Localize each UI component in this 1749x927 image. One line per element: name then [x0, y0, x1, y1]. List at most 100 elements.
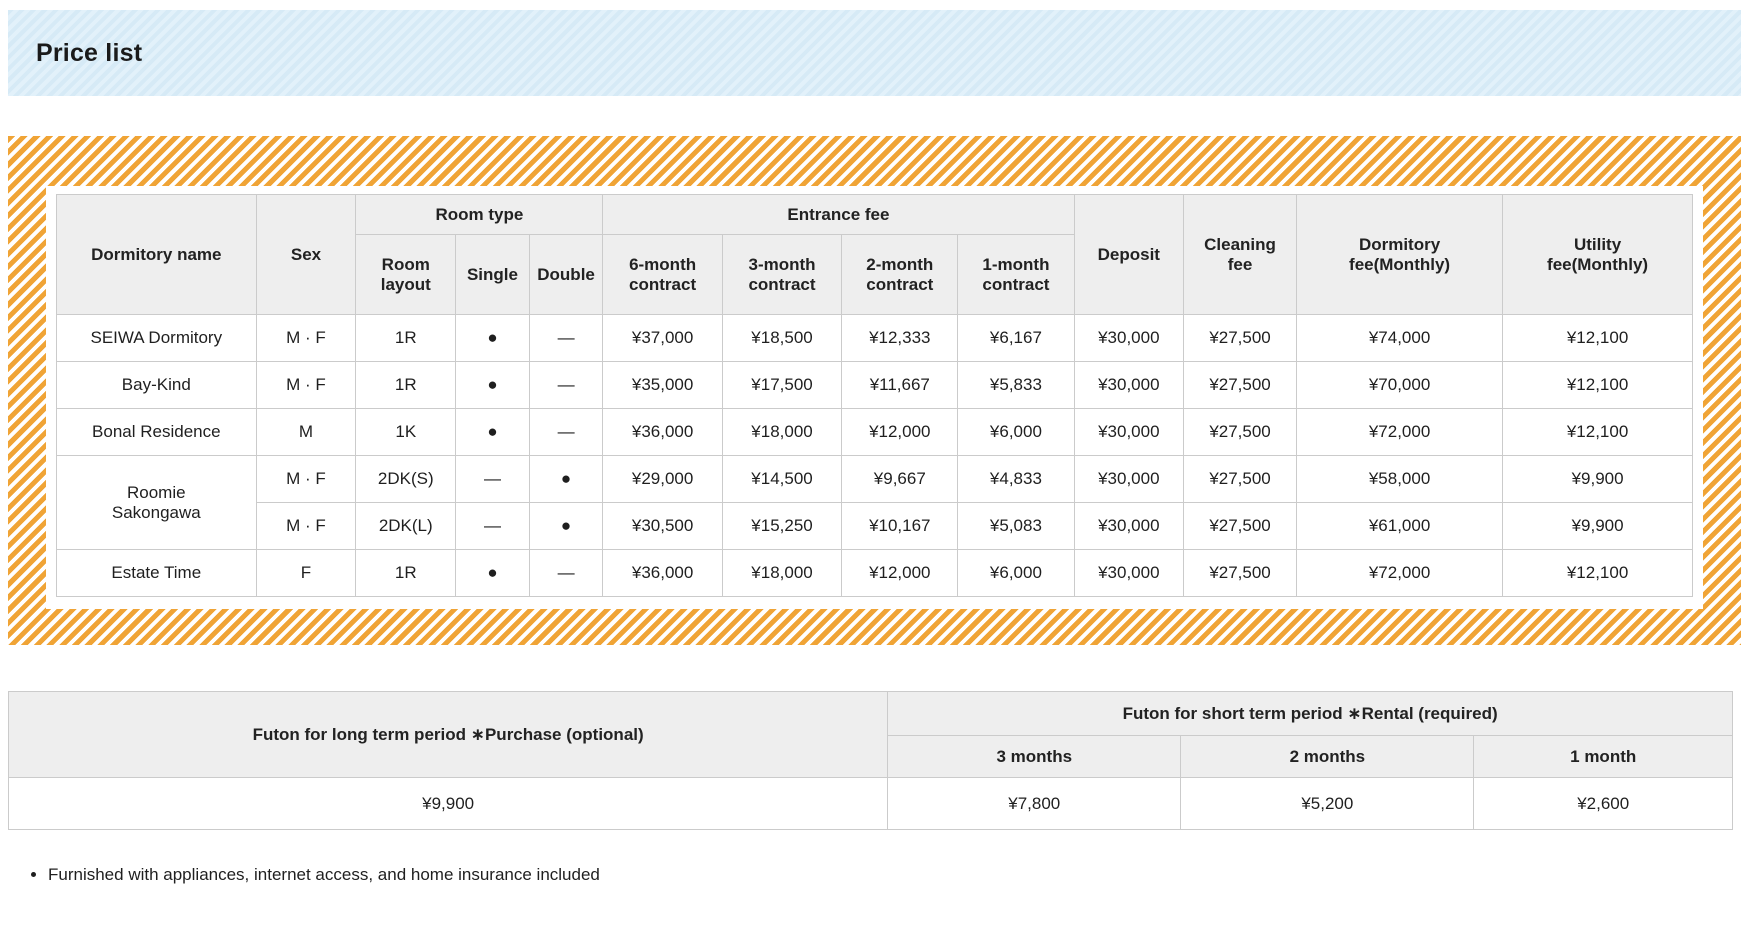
double-cell: ●: [528, 502, 604, 550]
note-item: Furnished with appliances, internet acce…: [48, 864, 1749, 887]
contract-2m-cell: ¥9,667: [841, 455, 959, 503]
col-header-2-month-contract: 2-month contract: [841, 234, 959, 315]
price-row-estate-time: Estate Time F 1R ● — ¥36,000 ¥18,000 ¥12…: [56, 549, 1693, 597]
sex-cell: M: [255, 408, 357, 456]
contract-3m-cell: ¥18,500: [721, 314, 843, 362]
futon-header-row-1: Futon for long term period ∗Purchase (op…: [7, 691, 1733, 778]
deposit-cell: ¥30,000: [1073, 455, 1185, 503]
futon-period-2-months: 2 months: [1180, 735, 1475, 778]
contract-6m-cell: ¥36,000: [602, 408, 723, 456]
single-cell: ●: [455, 549, 530, 597]
utility-fee-cell: ¥12,100: [1502, 314, 1693, 362]
notes-list: Furnished with appliances, internet acce…: [48, 864, 1749, 887]
room-layout-cell: 2DK(S): [355, 455, 457, 503]
futon-1-month-price-cell: ¥2,600: [1473, 777, 1733, 830]
double-cell: —: [528, 408, 604, 456]
price-table-hatched-frame: Dormitory name Sex Room type Entrance fe…: [8, 136, 1741, 645]
futon-2-month-price-cell: ¥5,200: [1180, 777, 1475, 830]
futon-long-term-price-cell: ¥9,900: [7, 777, 889, 830]
contract-2m-cell: ¥11,667: [841, 361, 959, 409]
dormitory-fee-cell: ¥70,000: [1295, 361, 1504, 409]
deposit-cell: ¥30,000: [1073, 549, 1185, 597]
col-header-6-month-contract: 6-month contract: [602, 234, 723, 315]
price-row-roomie-2dks: Roomie Sakongawa M · F 2DK(S) — ● ¥29,00…: [56, 455, 1693, 550]
contract-3m-cell: ¥18,000: [721, 549, 843, 597]
col-header-sex: Sex: [255, 194, 357, 315]
col-group-header-entrance-fee: Entrance fee: [602, 194, 1075, 235]
futon-price-row: ¥9,900 ¥7,800 ¥5,200 ¥2,600: [7, 777, 1733, 830]
room-layout-cell: 2DK(L): [355, 502, 457, 550]
deposit-cell: ¥30,000: [1073, 314, 1185, 362]
futon-3-month-price-cell: ¥7,800: [887, 777, 1182, 830]
col-header-room-layout: Room layout: [355, 234, 457, 315]
cleaning-fee-cell: ¥27,500: [1183, 408, 1297, 456]
contract-1m-cell: ¥6,000: [957, 408, 1075, 456]
col-header-1-month-contract: 1-month contract: [957, 234, 1075, 315]
contract-6m-cell: ¥36,000: [602, 549, 723, 597]
dormitory-name-cell: Estate Time: [56, 549, 257, 597]
contract-1m-cell: ¥6,167: [957, 314, 1075, 362]
sex-cell: M · F: [255, 314, 357, 362]
contract-2m-cell: ¥10,167: [841, 502, 959, 550]
double-cell: —: [528, 549, 604, 597]
double-cell: —: [528, 361, 604, 409]
contract-6m-cell: ¥30,500: [602, 502, 723, 550]
sex-cell: F: [255, 549, 357, 597]
col-header-3-month-contract: 3-month contract: [721, 234, 843, 315]
contract-1m-cell: ¥4,833: [957, 455, 1075, 503]
contract-6m-cell: ¥35,000: [602, 361, 723, 409]
futon-period-1-month: 1 month: [1473, 735, 1733, 778]
price-row-bay-kind: Bay-Kind M · F 1R ● — ¥35,000 ¥17,500 ¥1…: [56, 361, 1693, 409]
contract-2m-cell: ¥12,000: [841, 408, 959, 456]
utility-fee-cell: ¥9,900: [1502, 502, 1693, 550]
col-header-dormitory-fee: Dormitory fee(Monthly): [1295, 194, 1504, 315]
dormitory-name-cell: Bay-Kind: [56, 361, 257, 409]
sex-cell: M · F: [255, 361, 357, 409]
price-table-header-row-2: Room layout Single Double 6-month contra…: [57, 234, 1693, 315]
utility-fee-cell: ¥9,900: [1502, 455, 1693, 503]
contract-1m-cell: ¥5,833: [957, 361, 1075, 409]
contract-3m-cell: ¥18,000: [721, 408, 843, 456]
contract-3m-cell: ¥14,500: [721, 455, 843, 503]
single-cell: —: [455, 502, 530, 550]
col-header-utility-fee: Utility fee(Monthly): [1502, 194, 1693, 315]
contract-3m-cell: ¥15,250: [721, 502, 843, 550]
cleaning-fee-cell: ¥27,500: [1183, 314, 1297, 362]
col-header-single: Single: [455, 234, 530, 315]
page: Price list Dormitory name Sex Room type …: [0, 10, 1749, 887]
deposit-cell: ¥30,000: [1073, 361, 1185, 409]
price-row-seiwa: SEIWA Dormitory M · F 1R ● — ¥37,000 ¥18…: [56, 314, 1693, 362]
price-table-wrap: Dormitory name Sex Room type Entrance fe…: [46, 186, 1703, 609]
utility-fee-cell: ¥12,100: [1502, 408, 1693, 456]
deposit-cell: ¥30,000: [1073, 502, 1185, 550]
col-header-deposit: Deposit: [1073, 194, 1185, 315]
dormitory-fee-cell: ¥72,000: [1295, 408, 1504, 456]
futon-header-row-2: 3 months 2 months 1 month: [9, 735, 1733, 778]
col-header-double: Double: [528, 234, 604, 315]
single-cell: ●: [455, 314, 530, 362]
room-layout-cell: 1R: [355, 361, 457, 409]
deposit-cell: ¥30,000: [1073, 408, 1185, 456]
contract-2m-cell: ¥12,333: [841, 314, 959, 362]
cleaning-fee-cell: ¥27,500: [1183, 549, 1297, 597]
single-cell: ●: [455, 408, 530, 456]
cleaning-fee-cell: ¥27,500: [1183, 502, 1297, 550]
futon-short-term-header: Futon for short term period ∗Rental (req…: [887, 691, 1733, 736]
title-band: Price list: [8, 10, 1741, 96]
contract-1m-cell: ¥5,083: [957, 502, 1075, 550]
utility-fee-cell: ¥12,100: [1502, 549, 1693, 597]
dormitory-fee-cell: ¥61,000: [1295, 502, 1504, 550]
col-group-header-room-type: Room type: [355, 194, 604, 235]
double-cell: —: [528, 314, 604, 362]
futon-fee-table: Futon for long term period ∗Purchase (op…: [7, 691, 1733, 830]
futon-period-3-months: 3 months: [887, 735, 1182, 778]
col-header-cleaning-fee: Cleaning fee: [1183, 194, 1297, 315]
dormitory-name-cell: Bonal Residence: [56, 408, 257, 456]
price-row-bonal: Bonal Residence M 1K ● — ¥36,000 ¥18,000…: [56, 408, 1693, 456]
contract-6m-cell: ¥37,000: [602, 314, 723, 362]
contract-2m-cell: ¥12,000: [841, 549, 959, 597]
utility-fee-cell: ¥12,100: [1502, 361, 1693, 409]
room-layout-cell: 1K: [355, 408, 457, 456]
room-layout-cell: 1R: [355, 549, 457, 597]
dormitory-fee-cell: ¥74,000: [1295, 314, 1504, 362]
